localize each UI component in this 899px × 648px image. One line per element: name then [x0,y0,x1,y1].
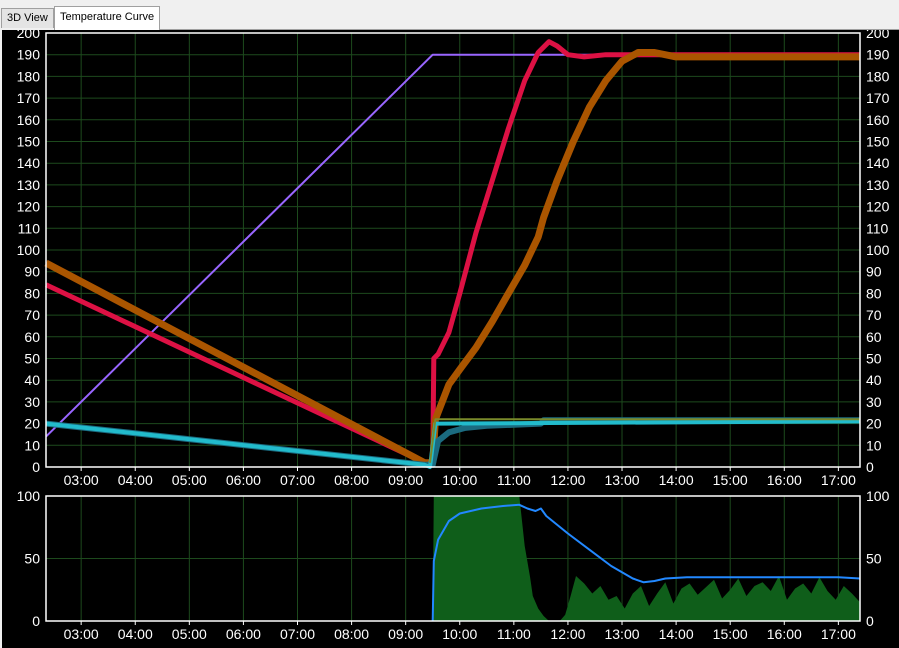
y-tick-label-left: 80 [24,285,40,301]
x-tick-label: 16:00 [767,472,802,488]
y-tick-label-left: 60 [24,329,40,345]
x-tick-label: 08:00 [334,472,369,488]
y-tick-label-left: 100 [17,490,41,504]
y-tick-label-left: 0 [32,613,40,629]
y-tick-label-right: 30 [866,394,882,410]
y-tick-label-left: 50 [24,351,40,367]
series-area [432,496,860,621]
y-tick-label-right: 130 [866,177,890,193]
y-tick-label-right: 200 [866,30,890,41]
temperature-chart: 0 0 10 10 20 20 30 30 40 40 50 50 60 60 70 70 80 80 90 90 10… [17,30,890,488]
y-tick-label-left: 100 [17,242,41,258]
x-tick-label: 15:00 [713,472,748,488]
power-chart: 0 0 50 50 100 100 03:00 04:00 05:00 06:00 07:00 08:… [17,490,890,642]
y-tick-label-right: 0 [866,613,874,629]
y-tick-label-right: 40 [866,372,882,388]
y-tick-label-left: 140 [17,155,41,171]
y-tick-label-left: 50 [24,551,40,567]
y-tick-label-left: 160 [17,112,41,128]
y-tick-label-right: 190 [866,47,890,63]
x-tick-label: 12:00 [550,626,585,642]
y-tick-label-right: 70 [866,307,882,323]
x-tick-label: 07:00 [280,472,315,488]
series-line [44,49,860,467]
x-tick-label: 11:00 [497,626,531,642]
y-tick-label-right: 120 [866,199,890,215]
series-line [44,39,860,468]
grid-lines [46,32,860,468]
series-line [45,417,860,468]
x-tick-label: 03:00 [64,472,99,488]
x-tick-label: 10:00 [442,472,477,488]
y-tick-label-left: 40 [24,372,40,388]
y-tick-label-right: 140 [866,155,890,171]
x-tick-label: 03:00 [64,626,99,642]
y-tick-label-left: 30 [24,394,40,410]
y-tick-label-right: 100 [866,490,890,504]
chart-panel: 0 0 10 10 20 20 30 30 40 40 50 50 60 60 70 70 80 80 90 90 10… [2,30,899,648]
series-line [429,418,860,463]
y-tick-label-right: 180 [866,68,890,84]
y-tick-label-left: 120 [17,199,41,215]
y-tick-label-left: 150 [17,134,41,150]
y-tick-label-left: 130 [17,177,41,193]
x-tick-label: 13:00 [604,626,639,642]
y-tick-label-right: 50 [866,351,882,367]
x-tick-label: 12:00 [550,472,585,488]
series-line [431,503,861,622]
x-tick-label: 09:00 [388,472,423,488]
y-tick-label-right: 10 [866,437,882,453]
x-tick-label: 16:00 [767,626,802,642]
y-tick-label-right: 50 [866,551,882,567]
y-tick-label-left: 110 [18,220,41,236]
y-tick-label-right: 110 [866,220,889,236]
x-tick-label: 14:00 [659,472,694,488]
x-tick-label: 11:00 [497,472,531,488]
y-tick-label-left: 0 [32,459,40,475]
x-tick-label: 04:00 [118,472,153,488]
y-tick-label-right: 160 [866,112,890,128]
y-tick-label-right: 100 [866,242,890,258]
x-tick-label: 08:00 [334,626,369,642]
x-tick-label: 17:00 [821,472,856,488]
x-tick-label: 10:00 [442,626,477,642]
x-tick-label: 13:00 [604,472,639,488]
y-tick-label-right: 80 [866,285,882,301]
x-tick-label: 07:00 [280,626,315,642]
y-tick-label-left: 90 [24,264,40,280]
x-tick-label: 09:00 [388,626,423,642]
y-tick-label-right: 90 [866,264,882,280]
y-tick-label-left: 180 [17,68,41,84]
x-tick-label: 15:00 [713,626,748,642]
tab-strip: 3D View Temperature Curve [0,0,899,30]
tab-divider [160,29,899,30]
y-tick-label-right: 60 [866,329,882,345]
x-tick-label: 05:00 [172,626,207,642]
plot-frame [45,495,861,622]
plot-frame [45,32,861,468]
y-tick-label-left: 20 [24,416,40,432]
x-tick-label: 06:00 [226,626,261,642]
x-tick-label: 06:00 [226,472,261,488]
y-tick-label-left: 10 [24,437,40,453]
y-tick-label-left: 170 [17,90,41,106]
y-tick-label-left: 70 [24,307,40,323]
y-tick-label-left: 190 [17,47,41,63]
x-tick-label: 05:00 [172,472,207,488]
x-tick-label: 17:00 [821,626,856,642]
tab-temperature-curve[interactable]: Temperature Curve [54,6,160,30]
y-tick-label-right: 20 [866,416,882,432]
y-tick-label-right: 170 [866,90,890,106]
x-tick-label: 14:00 [659,626,694,642]
y-tick-label-left: 200 [17,30,41,41]
tab-3d-view[interactable]: 3D View [1,8,54,28]
x-tick-label: 04:00 [118,626,153,642]
y-tick-label-right: 150 [866,134,890,150]
y-tick-label-right: 0 [866,459,874,475]
